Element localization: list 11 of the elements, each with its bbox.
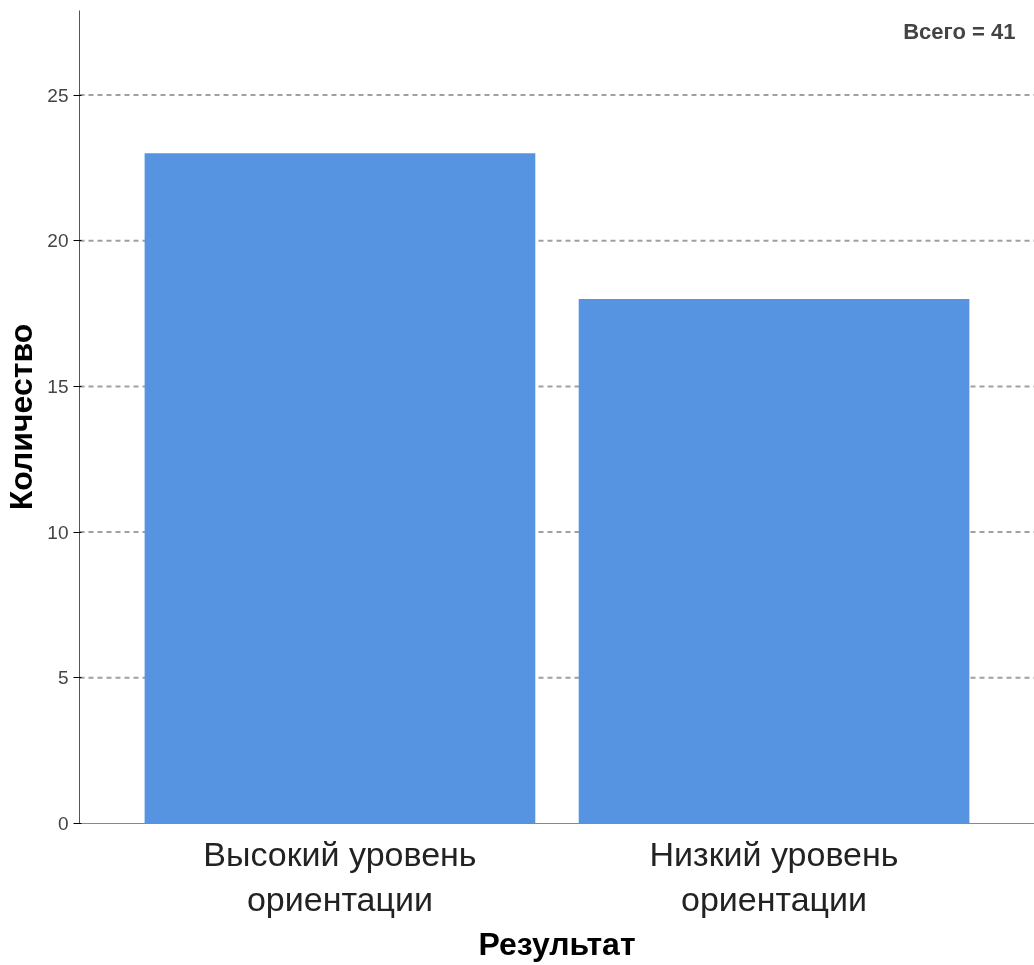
y-tick-label: 10 bbox=[47, 521, 69, 543]
annotation: Всего = 41 bbox=[903, 19, 1016, 45]
y-tick-label: 0 bbox=[57, 813, 69, 834]
y-tick-label: 25 bbox=[47, 84, 69, 106]
x-axis-title: Результат bbox=[478, 926, 636, 963]
y-tick-label: 20 bbox=[47, 230, 69, 252]
x-tick-label: Высокий уровень ориентации bbox=[203, 834, 477, 919]
y-tick-label: 15 bbox=[47, 375, 69, 397]
y-axis-title: Количество bbox=[3, 323, 40, 511]
y-tick-label: 5 bbox=[57, 667, 69, 689]
x-tick-label: Низкий уровень ориентации bbox=[649, 834, 899, 919]
